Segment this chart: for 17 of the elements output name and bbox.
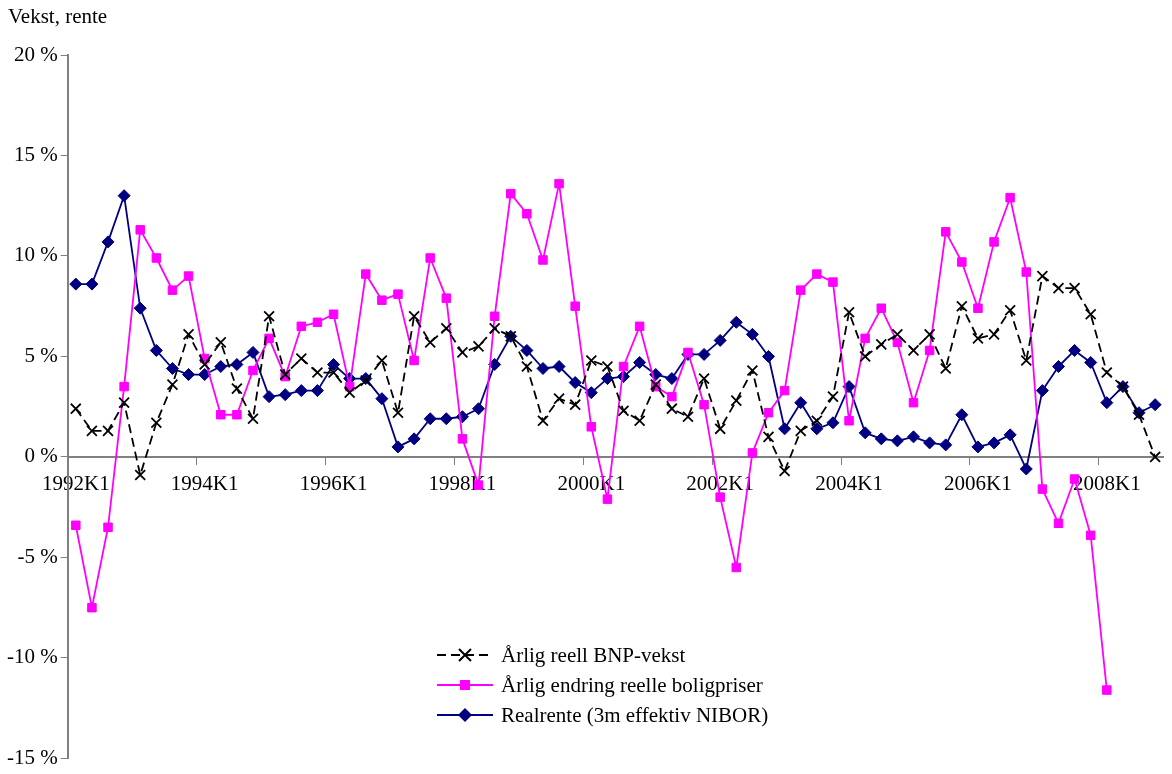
- legend-label: Årlig reell BNP-vekst: [501, 641, 686, 669]
- y-tick-label: 15 %: [13, 142, 58, 166]
- y-tick-label: 10 %: [13, 242, 58, 267]
- legend-label: Årlig endring reelle boligpriser: [501, 671, 763, 699]
- y-tick-label: -5 %: [17, 543, 58, 568]
- y-axis-title: Vekst, rente: [8, 4, 108, 29]
- y-tick-label: -15 %: [6, 744, 58, 769]
- x-tick-label: 1994K1: [170, 471, 239, 496]
- y-tick-label: -10 %: [6, 644, 58, 669]
- y-tick-label: 0 %: [24, 443, 58, 468]
- legend-label: Realrente (3m effektiv NIBOR): [501, 701, 769, 729]
- x-tick-label: 1992K1: [41, 471, 110, 496]
- x-tick-label: 2006K1: [944, 471, 1012, 496]
- x-tick-label: 2004K1: [815, 471, 883, 496]
- y-tick-label: 5 %: [24, 342, 58, 367]
- y-tick-label: 20 %: [13, 41, 58, 66]
- x-tick-label: 1996K1: [299, 471, 368, 496]
